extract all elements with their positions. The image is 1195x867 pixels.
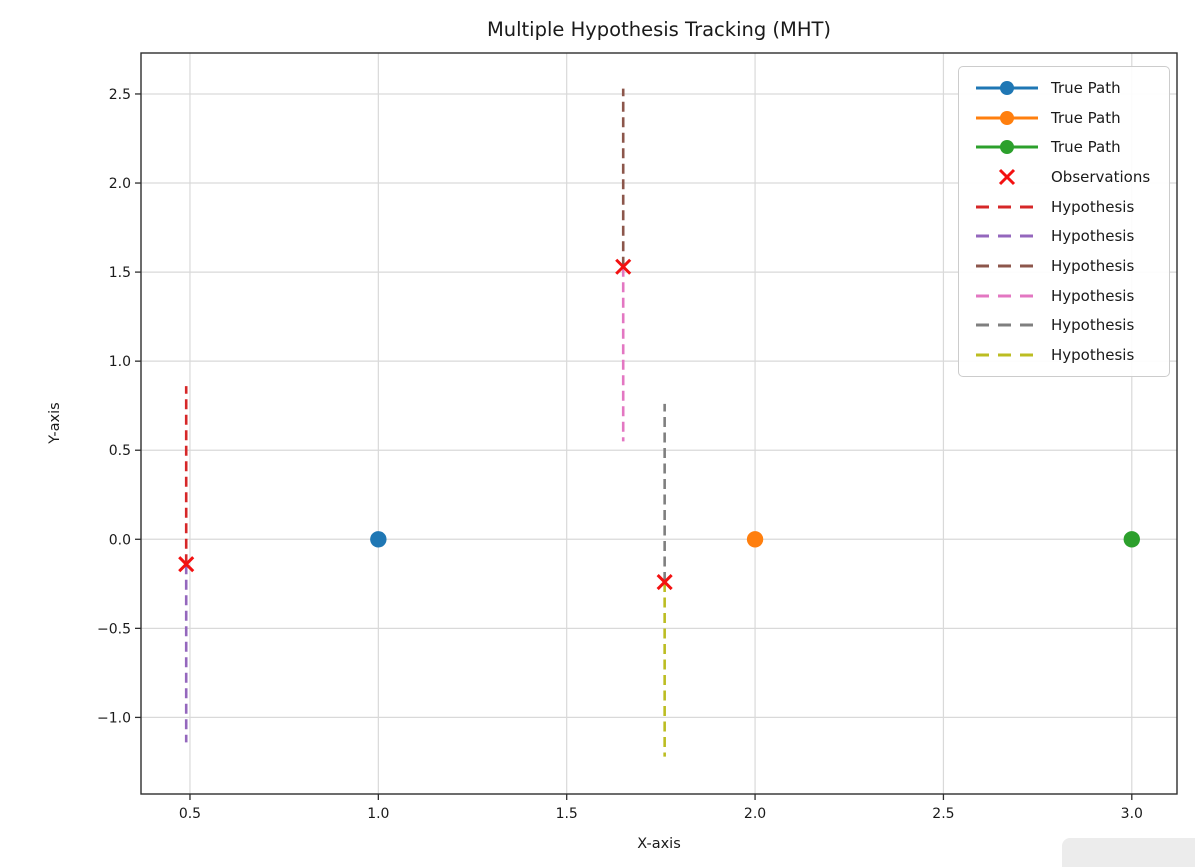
observation-marker (178, 556, 195, 573)
legend-label: Hypothesis (1051, 227, 1135, 246)
legend-label: Hypothesis (1051, 346, 1135, 365)
legend-sample-dashed-line (976, 353, 1038, 357)
legend-item: Hypothesis (959, 222, 1169, 252)
legend-label: Observations (1051, 167, 1151, 186)
legend-label: True Path (1051, 108, 1121, 127)
true-path-point (370, 531, 387, 548)
legend-sample-dashed-line (976, 234, 1038, 238)
legend-item: Observations (959, 162, 1169, 192)
x-axis-label: X-axis (637, 836, 681, 852)
legend-sample-dashed-line (976, 294, 1038, 298)
legend-label: True Path (1051, 78, 1121, 97)
y-axis-label: Y-axis (47, 402, 63, 444)
legend-label: Hypothesis (1051, 197, 1135, 216)
legend-item: True Path (959, 73, 1169, 103)
legend-sample-dashed-line (976, 323, 1038, 327)
observation-marker (656, 573, 673, 591)
y-tick-label: 0.5 (109, 443, 131, 459)
y-tick-label: 2.5 (109, 87, 131, 103)
x-tick-label: 3.0 (1121, 806, 1143, 822)
y-tick-label: 0.0 (109, 532, 131, 548)
x-tick-label: 0.5 (179, 806, 201, 822)
y-tick-label: 2.0 (109, 176, 131, 192)
legend-item: Hypothesis (959, 281, 1169, 311)
plot-border (140, 52, 1178, 795)
x-tick-label: 1.5 (556, 806, 578, 822)
x-tick-label: 1.0 (367, 806, 389, 822)
legend-item: True Path (959, 103, 1169, 133)
legend-item: True Path (959, 132, 1169, 162)
legend-sample-line-dot (976, 110, 1038, 125)
chart-title: Multiple Hypothesis Tracking (MHT) (486, 18, 832, 41)
legend-sample-line-dot (976, 80, 1038, 95)
observation-marker (615, 258, 632, 275)
legend-box: True Path True Path True Path Observations H… (958, 66, 1170, 377)
legend-sample-x-marker (998, 168, 1016, 186)
legend-sample-dashed-line (976, 264, 1038, 268)
legend-item: Hypothesis (959, 192, 1169, 222)
legend-sample-dashed-line (976, 205, 1038, 209)
x-tick-label: 2.0 (744, 806, 766, 822)
y-tick-label: 1.0 (109, 354, 131, 370)
legend-label: True Path (1051, 138, 1121, 157)
y-tick-label: −0.5 (97, 621, 131, 637)
legend-label: Hypothesis (1051, 316, 1135, 335)
y-tick-label: −1.0 (97, 710, 131, 726)
y-tick-label: 1.5 (109, 265, 131, 281)
x-tick-label: 2.5 (932, 806, 954, 822)
legend-label: Hypothesis (1051, 257, 1135, 276)
legend-item: Hypothesis (959, 311, 1169, 341)
legend-sample-line-dot (976, 140, 1038, 155)
legend-item: Hypothesis (959, 340, 1169, 370)
true-path-point (746, 531, 764, 548)
true-path-point (1123, 531, 1140, 548)
legend-label: Hypothesis (1051, 286, 1135, 305)
legend-item: Hypothesis (959, 251, 1169, 281)
overlay-artifact (1062, 838, 1195, 867)
